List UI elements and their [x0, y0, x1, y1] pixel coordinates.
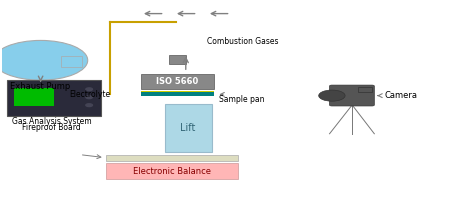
Circle shape	[319, 90, 345, 101]
Text: Sample pan: Sample pan	[219, 95, 264, 104]
FancyBboxPatch shape	[141, 92, 214, 96]
FancyBboxPatch shape	[141, 74, 214, 89]
FancyBboxPatch shape	[164, 104, 212, 152]
FancyBboxPatch shape	[106, 163, 237, 179]
FancyBboxPatch shape	[106, 155, 237, 161]
Text: Electrolyte: Electrolyte	[69, 90, 110, 99]
Text: ISO 5660: ISO 5660	[156, 77, 199, 86]
Circle shape	[86, 96, 92, 99]
Text: Camera: Camera	[385, 91, 418, 100]
Text: Lift: Lift	[181, 123, 196, 133]
Text: Electronic Balance: Electronic Balance	[133, 167, 210, 176]
Circle shape	[86, 104, 92, 107]
Text: Gas Analysis System: Gas Analysis System	[12, 117, 91, 126]
FancyBboxPatch shape	[61, 56, 82, 67]
FancyBboxPatch shape	[169, 55, 186, 64]
FancyBboxPatch shape	[7, 80, 101, 116]
Text: Fireproof Board: Fireproof Board	[22, 123, 81, 132]
Circle shape	[86, 88, 92, 91]
FancyBboxPatch shape	[141, 91, 214, 92]
Circle shape	[0, 40, 88, 80]
FancyBboxPatch shape	[329, 85, 374, 106]
Text: Exhaust Pump: Exhaust Pump	[10, 82, 71, 91]
FancyBboxPatch shape	[14, 88, 54, 106]
Text: Combustion Gases: Combustion Gases	[207, 37, 279, 46]
FancyBboxPatch shape	[358, 87, 372, 92]
